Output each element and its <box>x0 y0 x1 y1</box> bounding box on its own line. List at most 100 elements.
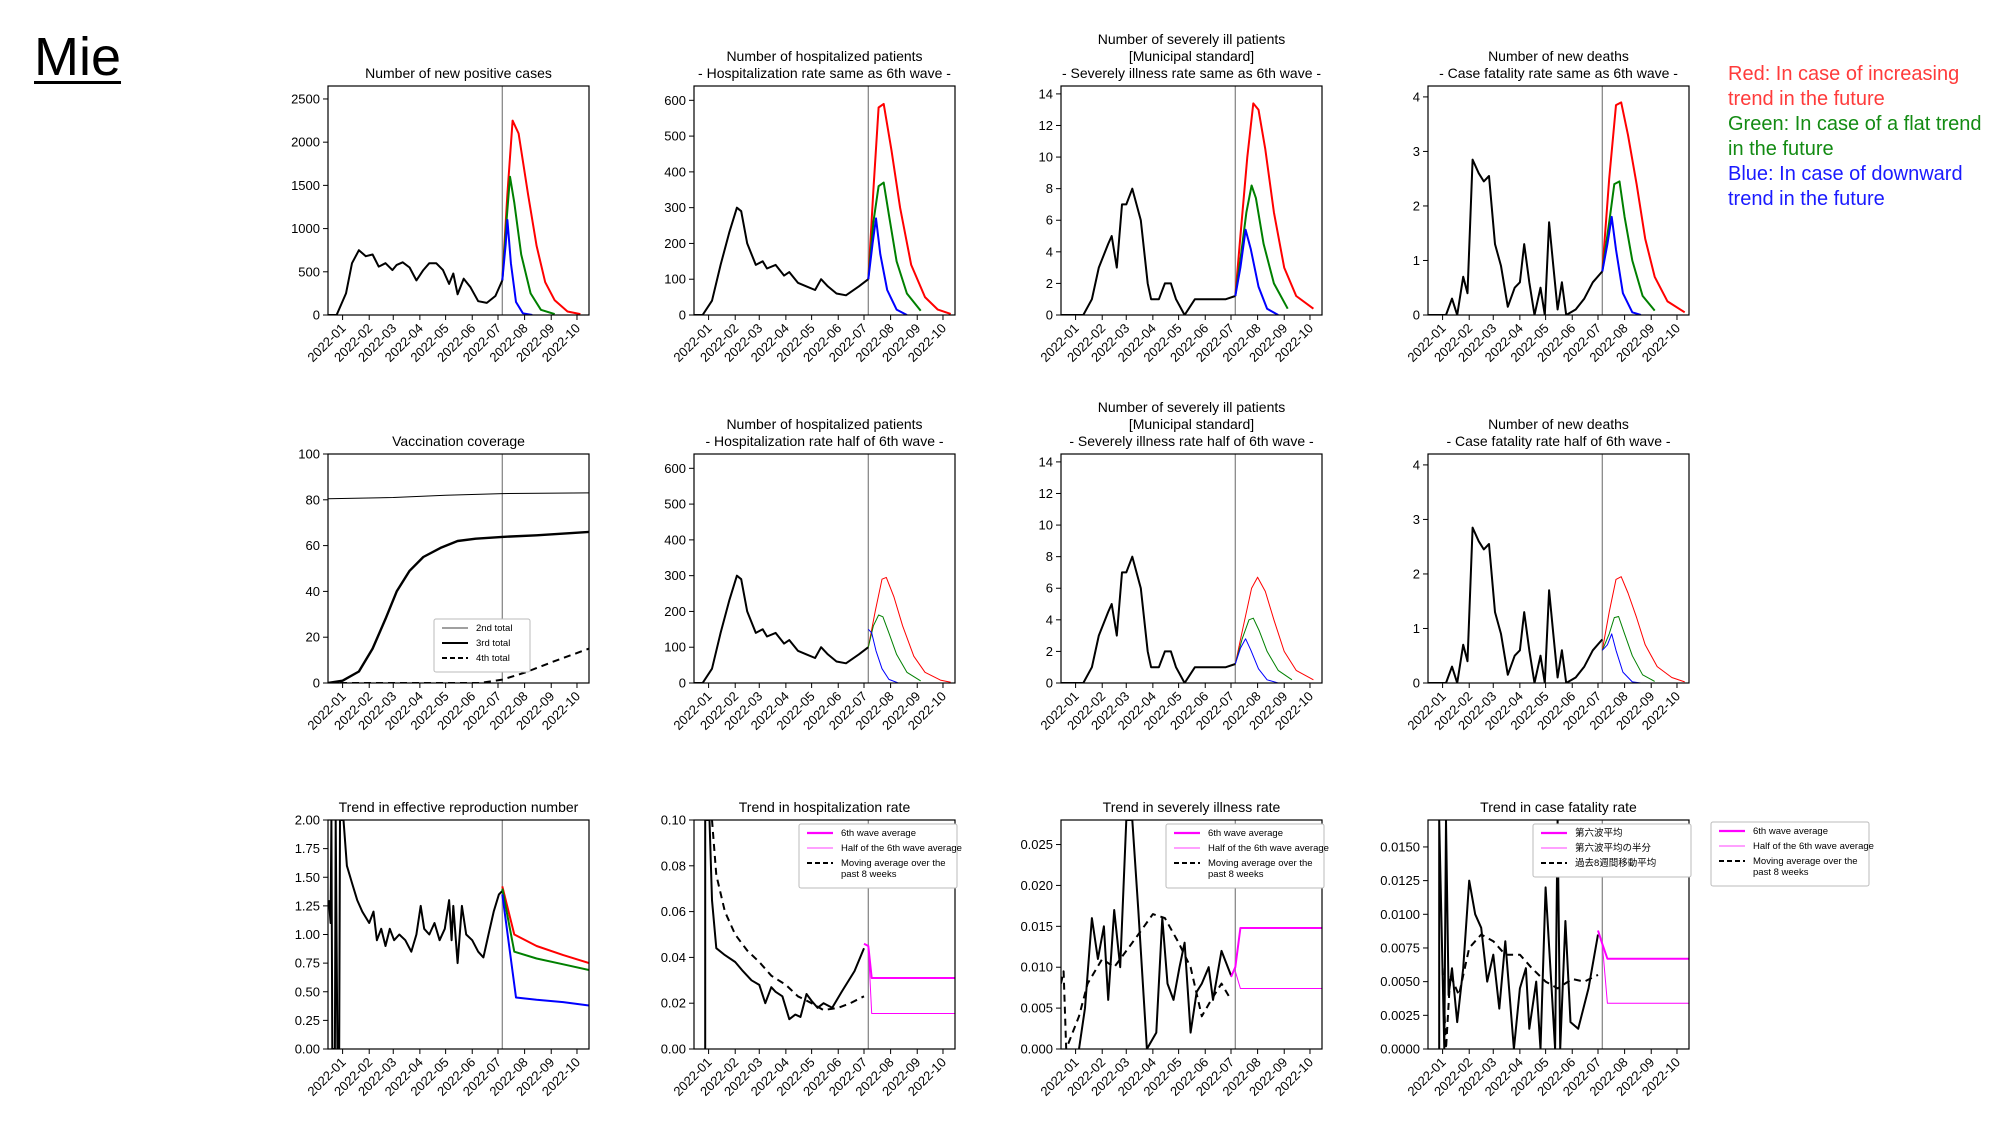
chart-severe-half: Number of severely ill patients[Municipa… <box>1037 399 1323 733</box>
series-line-red-1 <box>1234 576 1314 681</box>
y-tick-label: 3 <box>1413 512 1420 527</box>
series-line-black-0 <box>694 206 869 315</box>
plot-frame <box>1060 819 1323 1050</box>
series-line-red-1 <box>501 886 589 965</box>
series-line-blue-3 <box>501 894 589 1007</box>
legend-box <box>1165 823 1325 889</box>
plot-frame <box>1060 453 1323 684</box>
series-line-black-0 <box>328 820 504 1049</box>
y-tick-label: 300 <box>664 200 686 215</box>
chart-title: Number of hospitalized patients <box>726 416 922 432</box>
plot-frame <box>693 819 956 1050</box>
chart-title: - Case fatality rate same as 6th wave - <box>1439 65 1678 81</box>
y-tick-label: 0 <box>1046 308 1053 323</box>
series-line-green-2 <box>867 181 922 312</box>
series-line-magenta-3 <box>1234 971 1322 989</box>
chart-deaths-half: Number of new deaths- Case fatality rate… <box>1404 416 1690 733</box>
series-line-black-1 <box>1061 913 1232 1049</box>
series-line-blue-3 <box>501 218 533 315</box>
legend-label: 過去8週間移動平均 <box>1575 857 1656 869</box>
series-line-green-2 <box>501 175 555 315</box>
series-line-black-1 <box>711 820 865 1012</box>
series-line-blue-3 <box>867 628 899 683</box>
y-tick-label: 0 <box>1413 308 1420 323</box>
y-tick-label: 0 <box>313 676 320 691</box>
chart-hosp-rate: Trend in hospitalization rate 0.00 0.02 0.0… <box>661 799 962 1099</box>
y-tick-label: 60 <box>306 538 320 553</box>
chart-rt-trend: Trend in effective reproduction number 0.… <box>295 799 590 1099</box>
y-tick-label: 0.50 <box>295 984 320 999</box>
series-line-black-0 <box>1078 820 1232 1049</box>
y-tick-label: 0.0075 <box>1380 940 1420 955</box>
chart-hosp-same: Number of hospitalized patients- Hospita… <box>664 48 956 365</box>
legend-note-red: Red: In case of increasing trend in the … <box>1728 63 1960 110</box>
series-line-magenta-2 <box>863 942 955 979</box>
plot-frame <box>1427 85 1690 316</box>
y-tick-label: 0.00 <box>661 1042 686 1057</box>
series-line-black-0 <box>1061 555 1236 683</box>
y-tick-label: 600 <box>664 461 686 476</box>
chart-title: Trend in case fatality rate <box>1480 799 1637 815</box>
legend-note-blue: Blue: In case of downward trend in the f… <box>1728 163 1963 210</box>
y-tick-label: 0 <box>679 308 686 323</box>
y-tick-label: 2 <box>1413 198 1420 213</box>
chart-title: - Hospitalization rate half of 6th wave … <box>705 433 943 449</box>
plot-frame <box>1427 453 1690 684</box>
series-line-red-1 <box>1601 101 1686 314</box>
y-tick-label: 14 <box>1039 86 1053 101</box>
plot-frame <box>327 85 590 316</box>
y-tick-label: 4 <box>1046 612 1053 627</box>
series-line-green-2 <box>1601 616 1655 682</box>
legend-label: Half of the 6th wave average <box>841 843 962 854</box>
y-tick-label: 0 <box>1046 676 1053 691</box>
plot-frame <box>693 85 956 316</box>
y-tick-label: 1000 <box>291 221 320 236</box>
y-tick-label: 200 <box>664 604 686 619</box>
series-line-blue-3 <box>1601 633 1641 683</box>
chart-title: - Severely illness rate same as 6th wave… <box>1062 65 1321 81</box>
y-tick-label: 0.0100 <box>1380 907 1420 922</box>
chart-severe-rate: Trend in severely illness rate 0.000 0.005… <box>1020 799 1328 1099</box>
y-tick-label: 1.00 <box>295 927 320 942</box>
series-line-green-2 <box>1601 180 1656 312</box>
series-line-red-1 <box>1234 102 1314 310</box>
y-tick-label: 0.00 <box>295 1042 320 1057</box>
y-tick-label: 0.0050 <box>1380 974 1420 989</box>
legend-label: Moving average over the <box>1208 858 1313 869</box>
legend-label: 4th total <box>476 653 510 664</box>
y-tick-label: 0.06 <box>661 904 686 919</box>
y-tick-label: 500 <box>664 129 686 144</box>
y-tick-label: 2000 <box>291 135 320 150</box>
series-line-black-1 <box>328 530 589 683</box>
y-tick-label: 1.75 <box>295 841 320 856</box>
series-line-black-0 <box>328 492 589 500</box>
series-line-red-1 <box>867 576 951 683</box>
series-line-black-0 <box>1438 820 1599 1049</box>
y-tick-label: 8 <box>1046 181 1053 196</box>
legend-box <box>1532 823 1692 878</box>
y-tick-label: 4 <box>1413 457 1420 472</box>
chart-title: Number of new deaths <box>1488 416 1629 432</box>
legend-label: past 8 weeks <box>1753 867 1809 878</box>
legend-label: Moving average over the <box>1753 856 1858 867</box>
y-tick-label: 0.0150 <box>1380 839 1420 854</box>
y-tick-label: 2 <box>1046 644 1053 659</box>
legend-vaccination: 2nd total 3rd total 4th total <box>433 618 531 673</box>
chart-new-cases: Number of new positive cases 0 500 1000 1500… <box>291 65 590 365</box>
y-tick-label: 500 <box>664 497 686 512</box>
y-tick-label: 2 <box>1413 566 1420 581</box>
legend-label: Half of the 6th wave average <box>1753 841 1874 852</box>
legend-label: past 8 weeks <box>1208 869 1264 880</box>
series-line-red-1 <box>501 119 581 315</box>
legend-label: 3rd total <box>476 638 510 649</box>
legend-box <box>798 823 958 889</box>
y-tick-label: 4 <box>1046 244 1053 259</box>
series-line-blue-3 <box>1234 228 1279 315</box>
series-line-magenta-3 <box>867 945 955 1014</box>
y-tick-label: 0.25 <box>295 1013 320 1028</box>
series-line-black-0 <box>704 820 865 1049</box>
y-tick-label: 0.020 <box>1020 878 1053 893</box>
chart-title: Trend in severely illness rate <box>1103 799 1281 815</box>
y-tick-label: 0.0000 <box>1380 1042 1420 1057</box>
chart-title: [Municipal standard] <box>1129 48 1254 64</box>
